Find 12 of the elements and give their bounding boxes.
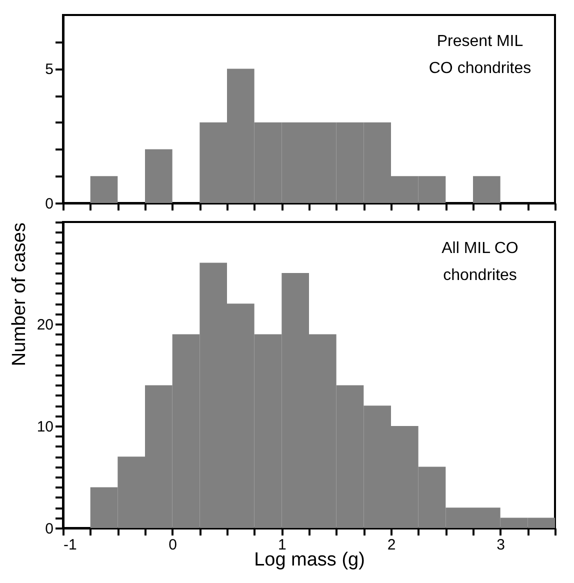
y-axis-title: Number of cases <box>8 222 30 366</box>
y-tick-label: 20 <box>36 316 54 334</box>
annotation: All MIL CO chondrites <box>442 240 518 284</box>
y-tick-label: 0 <box>45 520 54 538</box>
annotation: Present MIL CO chondrites <box>428 33 532 77</box>
x-tick-label: 2 <box>387 536 396 554</box>
x-tick-label: 0 <box>168 536 178 554</box>
y-tick-label: 5 <box>45 61 54 78</box>
x-tick-label: 3 <box>496 536 506 554</box>
x-tick-label: -1 <box>64 536 77 554</box>
y-tick-label: 0 <box>45 196 54 212</box>
y-tick-label: 10 <box>36 418 54 436</box>
